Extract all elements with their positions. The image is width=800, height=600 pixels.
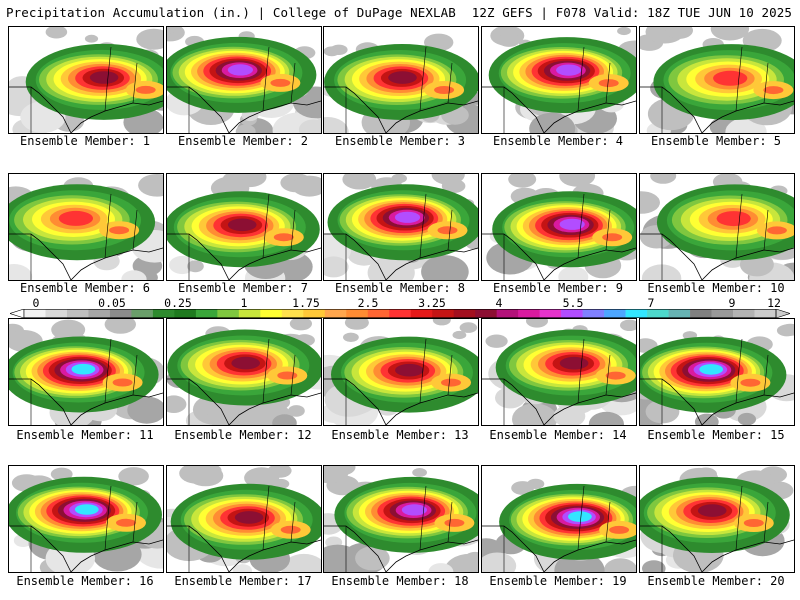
- colorbar-swatch: [647, 309, 669, 318]
- ensemble-map-panel: [8, 465, 164, 573]
- colorbar-swatch: [131, 309, 154, 318]
- colorbar-swatch: [453, 309, 476, 318]
- ensemble-member-label: Ensemble Member: 19: [489, 574, 627, 588]
- colorbar-legend: 0 0.05 0.25 1 1.75 2.5 3.25 4 5.5 7 9 12: [10, 296, 790, 320]
- ensemble-map-panel: [323, 26, 479, 134]
- ensemble-map-panel: [166, 173, 322, 281]
- ensemble-map-panel: [481, 465, 637, 573]
- colorbar-swatch: [711, 309, 734, 318]
- model-run-info: 12Z GEFS | F078 Valid: 18Z TUE JUN 10 20…: [471, 5, 792, 20]
- colorbar-swatch: [518, 309, 540, 318]
- colorbar-swatch: [432, 309, 455, 318]
- colorbar-swatch: [754, 309, 777, 318]
- colorbar-swatch: [389, 309, 412, 318]
- ensemble-member-label: Ensemble Member: 17: [174, 574, 312, 588]
- chart-title: Precipitation Accumulation (in.) | Colle…: [6, 5, 456, 20]
- ensemble-map-panel: [323, 318, 479, 426]
- ensemble-member-label: Ensemble Member: 5: [650, 134, 782, 148]
- ensemble-map-panel: [8, 318, 164, 426]
- ensemble-map-panel: [166, 26, 322, 134]
- ensemble-map-panel: [323, 173, 479, 281]
- colorbar-tick-label: 0.05: [98, 296, 126, 310]
- colorbar-swatch: [668, 309, 691, 318]
- colorbar-swatch: [733, 309, 755, 318]
- colorbar-swatch: [367, 309, 390, 318]
- ensemble-map-panel: [323, 465, 479, 573]
- colorbar-swatch: [690, 309, 712, 318]
- colorbar-swatch: [88, 309, 111, 318]
- colorbar-swatch: [217, 309, 240, 318]
- ensemble-map-panel: [639, 465, 795, 573]
- colorbar-tick-label: 1: [240, 296, 248, 310]
- colorbar-tick-label: 5.5: [562, 296, 584, 310]
- colorbar-swatch: [260, 309, 283, 318]
- ensemble-member-label: Ensemble Member: 9: [492, 281, 624, 295]
- ensemble-map-panel: [481, 318, 637, 426]
- colorbar-swatch: [496, 309, 519, 318]
- colorbar-swatch: [24, 309, 46, 318]
- ensemble-map-panel: [166, 465, 322, 573]
- colorbar-swatch: [561, 309, 583, 318]
- colorbar-swatch: [582, 309, 605, 318]
- colorbar-tick-label: 1.75: [292, 296, 320, 310]
- ensemble-member-label: Ensemble Member: 14: [489, 428, 627, 442]
- colorbar-swatch: [152, 309, 175, 318]
- colorbar-swatch: [238, 309, 261, 318]
- ensemble-member-label: Ensemble Member: 11: [16, 428, 154, 442]
- ensemble-member-label: Ensemble Member: 2: [177, 134, 309, 148]
- ensemble-member-label: Ensemble Member: 20: [647, 574, 785, 588]
- colorbar-swatch: [66, 309, 89, 318]
- colorbar-tick-label: 2.5: [357, 296, 379, 310]
- ensemble-member-label: Ensemble Member: 1: [19, 134, 151, 148]
- ensemble-map-panel: [166, 318, 322, 426]
- colorbar-swatch: [45, 309, 68, 318]
- colorbar-tick-label: 12: [767, 296, 781, 310]
- ensemble-member-label: Ensemble Member: 13: [331, 428, 469, 442]
- colorbar-swatch: [281, 309, 304, 318]
- colorbar-tick-label: 7: [647, 296, 655, 310]
- colorbar-tick-label: 4: [495, 296, 503, 310]
- colorbar-swatch: [303, 309, 326, 318]
- colorbar-swatch: [604, 309, 626, 318]
- ensemble-member-label: Ensemble Member: 6: [19, 281, 151, 295]
- ensemble-member-label: Ensemble Member: 8: [334, 281, 466, 295]
- colorbar-min-arrow: [10, 309, 25, 318]
- colorbar-swatch: [109, 309, 132, 318]
- colorbar-swatch: [195, 309, 218, 318]
- colorbar-tick-label: 0.25: [164, 296, 192, 310]
- colorbar-tick-label: 0: [32, 296, 40, 310]
- colorbar-swatch: [625, 309, 648, 318]
- ensemble-member-label: Ensemble Member: 3: [334, 134, 466, 148]
- colorbar-tick-label: 3.25: [418, 296, 446, 310]
- ensemble-member-label: Ensemble Member: 12: [174, 428, 312, 442]
- ensemble-member-label: Ensemble Member: 7: [177, 281, 309, 295]
- ensemble-member-label: Ensemble Member: 16: [16, 574, 154, 588]
- ensemble-map-panel: [481, 26, 637, 134]
- colorbar-max-arrow: [775, 309, 790, 318]
- colorbar-swatch: [410, 309, 433, 318]
- ensemble-map-panel: [639, 318, 795, 426]
- colorbar-swatch: [174, 309, 197, 318]
- ensemble-map-panel: [481, 173, 637, 281]
- ensemble-map-panel: [8, 26, 164, 134]
- colorbar-swatch: [346, 309, 369, 318]
- colorbar-swatch: [539, 309, 562, 318]
- ensemble-map-panel: [639, 26, 795, 134]
- ensemble-member-label: Ensemble Member: 10: [647, 281, 785, 295]
- ensemble-member-label: Ensemble Member: 18: [331, 574, 469, 588]
- colorbar-swatch: [324, 309, 347, 318]
- colorbar-swatch: [475, 309, 497, 318]
- colorbar-tick-label: 9: [728, 296, 736, 310]
- ensemble-member-label: Ensemble Member: 15: [647, 428, 785, 442]
- colorbar: [10, 309, 790, 318]
- ensemble-map-panel: [8, 173, 164, 281]
- ensemble-map-panel: [639, 173, 795, 281]
- ensemble-member-label: Ensemble Member: 4: [492, 134, 624, 148]
